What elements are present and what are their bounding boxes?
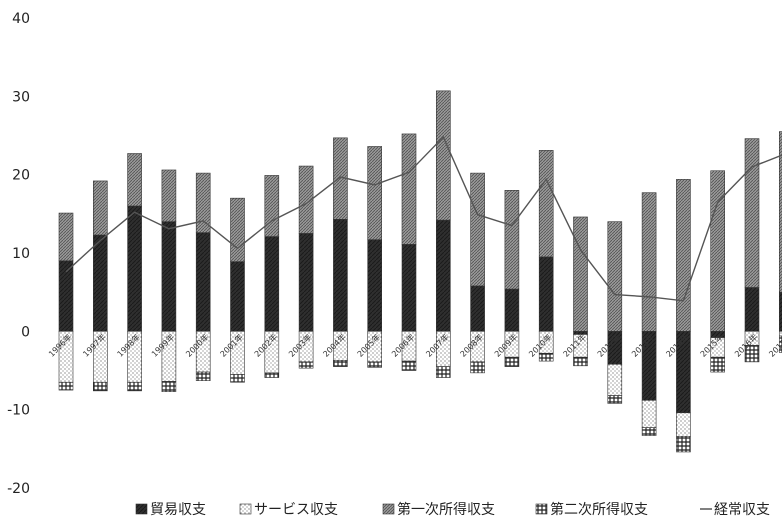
bar-segment — [435, 366, 451, 378]
bar-segment — [264, 236, 280, 332]
bar-segment — [778, 291, 782, 332]
bar-segment — [744, 345, 760, 363]
bar-segment — [333, 360, 348, 367]
bar-segment — [538, 150, 554, 258]
bar-segment — [367, 361, 383, 368]
bar-segment — [298, 165, 314, 234]
bar-segment — [333, 219, 348, 332]
bar-segment — [127, 381, 142, 392]
y-tick-label: 40 — [12, 11, 30, 27]
legend-label: 第一次所得収支 — [397, 501, 495, 518]
y-tick-label: -10 — [7, 403, 30, 419]
bar-segment — [264, 372, 280, 378]
bar-segment — [710, 356, 726, 373]
bar-segment — [58, 381, 74, 391]
legend-swatch — [382, 503, 395, 515]
bar-segment — [573, 356, 588, 367]
legend-label: 貿易収支 — [150, 502, 206, 518]
legend-label: 経常収支 — [714, 502, 770, 518]
legend-label: サービス収支 — [254, 502, 338, 518]
bar-segment — [195, 172, 211, 233]
bars — [58, 90, 782, 453]
bar-segment — [470, 285, 485, 332]
bar-segment — [230, 374, 245, 383]
bar-segment — [367, 239, 383, 332]
bar-segment — [298, 233, 314, 332]
bar-segment — [778, 331, 782, 337]
bar-segment — [504, 288, 520, 332]
y-tick-label: -20 — [7, 481, 30, 497]
bar-segment — [607, 363, 623, 396]
bar-segment — [504, 356, 520, 367]
bar-segment — [161, 169, 177, 222]
bar-segment — [538, 256, 554, 332]
bar-segment — [161, 381, 177, 392]
legend-swatch — [535, 503, 548, 515]
legend: 貿易収支 サービス収支 第一次所得収支 第二次所得収支 経常収支 — [135, 501, 770, 518]
line-layer — [65, 135, 782, 302]
bar-segment — [504, 190, 520, 290]
legend-label: 第二次所得収支 — [550, 501, 648, 518]
bar-segment — [607, 395, 623, 404]
bar-segment — [641, 427, 657, 436]
bar-segment — [470, 361, 485, 374]
bar-segment — [676, 179, 691, 332]
bar-segment — [744, 138, 760, 288]
bar-segment — [435, 90, 451, 221]
bar-segment — [58, 212, 74, 262]
bar-segment — [298, 361, 314, 369]
legend-swatch — [239, 503, 252, 515]
bar-segment — [127, 205, 142, 332]
y-tick-label: 20 — [12, 168, 30, 184]
bar-segment — [573, 216, 588, 332]
bar-segment — [538, 352, 554, 362]
bar-segment — [778, 131, 782, 293]
bar-segment — [641, 192, 657, 332]
bar-segment — [161, 221, 177, 332]
bar-segment — [195, 232, 211, 332]
bar-segment — [93, 234, 108, 332]
legend-swatch — [135, 503, 148, 515]
bar-segment — [230, 197, 245, 262]
bar-segment — [401, 244, 417, 332]
bar-segment — [435, 219, 451, 332]
bar-segment — [127, 153, 142, 207]
bar-segment — [778, 335, 782, 353]
bar-segment — [264, 175, 280, 237]
bar-segment — [367, 146, 383, 240]
bar-segment — [641, 399, 657, 428]
bar-segment — [607, 221, 623, 332]
bar-segment — [230, 261, 245, 332]
bar-segment — [676, 435, 691, 453]
bar-segment — [93, 381, 108, 392]
y-axis: -20 -10 0 10 20 30 40 — [7, 11, 30, 497]
bar-segment — [676, 412, 691, 437]
y-tick-label: 30 — [12, 89, 30, 105]
bar-segment — [470, 172, 485, 287]
bar-segment — [195, 371, 211, 381]
y-tick-label: 0 — [21, 324, 30, 340]
bar-segment — [710, 170, 726, 332]
bar-segment — [93, 180, 108, 236]
current-account-line — [65, 135, 782, 302]
bar-segment — [401, 133, 417, 245]
bar-segment — [401, 360, 417, 371]
bar-segment — [744, 287, 760, 332]
y-tick-label: 10 — [12, 246, 30, 262]
